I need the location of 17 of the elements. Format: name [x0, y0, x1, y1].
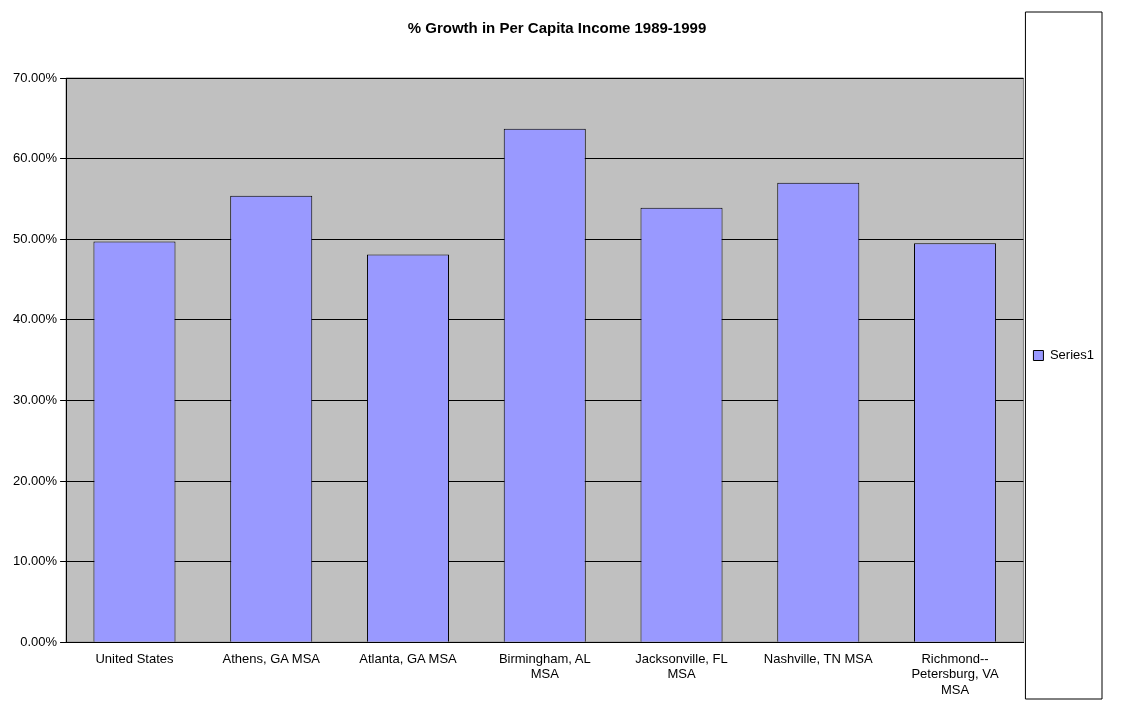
y-tick-label: 60.00% — [13, 150, 58, 166]
x-tick-label: Atlanta, GA MSA — [359, 650, 458, 666]
legend-label: Series1 — [1049, 347, 1094, 363]
y-tick-label: 20.00% — [13, 472, 58, 488]
x-tick-label: United States — [95, 650, 174, 666]
x-tick-label: Athens, GA MSA — [222, 650, 321, 666]
y-tick-label: 40.00% — [13, 311, 58, 327]
y-tick-label: 30.00% — [13, 391, 58, 407]
x-tick-label: Nashville, TN MSA — [763, 650, 874, 666]
x-tick-label: Birmingham, AL MSA — [498, 650, 591, 682]
chart-title: % Growth in Per Capita Income 1989-1999 — [407, 19, 707, 37]
x-tick-label: Jacksonville, FL MSA — [635, 650, 728, 682]
y-tick-label: 10.00% — [13, 553, 58, 569]
x-tick-label: Richmond--Petersburg, VA MSA — [911, 650, 999, 697]
y-tick-label: 50.00% — [13, 230, 58, 246]
y-tick-label: 70.00% — [13, 69, 58, 85]
y-tick-label: 0.00% — [20, 633, 58, 649]
